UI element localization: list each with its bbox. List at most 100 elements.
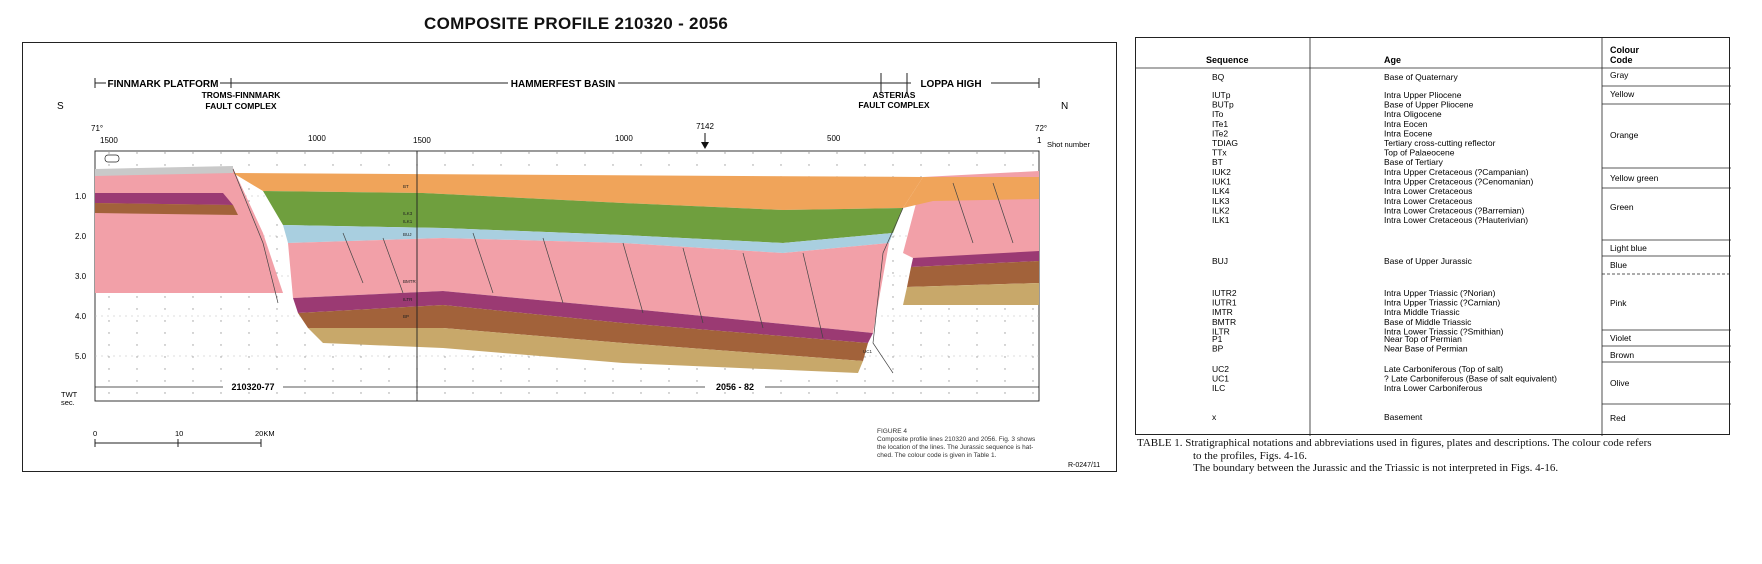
scale-bar: 0 10 20KM	[93, 429, 275, 447]
header-code: Code	[1610, 55, 1633, 65]
horizon-label: ILK3	[403, 211, 413, 216]
age-cell: Tertiary cross-cutting reflector	[1384, 138, 1496, 148]
age-cell: Top of Palaeocene	[1384, 148, 1455, 158]
sequence-cell: ILTR	[1212, 326, 1230, 336]
layer-brown	[298, 305, 868, 361]
age-cell: Intra Lower Cretaceous	[1384, 196, 1472, 206]
twt-tick: 2.0	[75, 232, 87, 241]
age-cell: Intra Upper Triassic (?Carnian)	[1384, 298, 1500, 308]
geology-section: BT ILK3 ILK1 BUJ BMTR ILTR BP UC1	[95, 166, 1039, 374]
figure-caption-line: FIGURE 4	[877, 428, 907, 435]
age-cell: Base of Tertiary	[1384, 157, 1444, 167]
region-finnmark-platform: FINNMARK PLATFORM	[108, 79, 219, 90]
stratigraphy-table: Sequence Age Colour Code Gray Yellow Ora…	[1135, 37, 1731, 436]
sequence-cell: IMTR	[1212, 307, 1233, 317]
twt-tick: 5.0	[75, 352, 87, 361]
profile-title: COMPOSITE PROFILE 210320 - 2056	[424, 14, 729, 33]
colour-label: Orange	[1610, 130, 1639, 140]
age-cell: ? Late Carboniferous (Base of salt equiv…	[1384, 374, 1557, 384]
sequence-cell: BQ	[1212, 72, 1225, 82]
age-cell: Intra Lower Triassic (?Smithian)	[1384, 326, 1504, 336]
sequence-cell: BMTR	[1212, 317, 1236, 327]
sequence-cell: ILK3	[1212, 196, 1230, 206]
colour-label: Olive	[1610, 378, 1630, 388]
sequence-cell: IUTR1	[1212, 298, 1237, 308]
age-cell: Intra Lower Cretaceous (?Barremian)	[1384, 205, 1524, 215]
header-sequence: Sequence	[1206, 55, 1249, 65]
shot-axis: 1500 1000 1500 1000 500 1 Shot number 71…	[100, 122, 1090, 149]
sequence-cell: UC1	[1212, 374, 1229, 384]
shot-tick: 1	[1037, 136, 1042, 145]
figure-caption-line: ched. The colour code is given in Table …	[877, 452, 997, 459]
twt-axis: 1.0 2.0 3.0 4.0 5.0 TWT sec.	[61, 192, 87, 407]
age-cell: Base of Middle Triassic	[1384, 317, 1472, 327]
sequence-cell: ITe2	[1212, 128, 1228, 138]
colour-label: Red	[1610, 413, 1626, 423]
horizon-label: ILK1	[403, 219, 413, 224]
layer-permian	[293, 291, 873, 343]
direction-south: S	[57, 101, 64, 112]
age-cell: Intra Lower Carboniferous	[1384, 383, 1482, 393]
table-rows: BQ Base of Quaternary IUTp Intra Upper Plio…	[1212, 72, 1557, 422]
sequence-cell: UC2	[1212, 364, 1229, 374]
shot-number-label: Shot number	[1047, 140, 1090, 149]
age-cell: Near Top of Permian	[1384, 334, 1462, 344]
sequence-cell: IUK2	[1212, 167, 1231, 177]
composite-profile-diagram: FINNMARK PLATFORM HAMMERFEST BASIN LOPPA…	[57, 73, 1100, 469]
figure-caption: FIGURE 4 Composite profile lines 210320 …	[877, 428, 1036, 459]
latitude-left: 71°	[91, 124, 103, 133]
layer-permian-platform	[95, 193, 233, 205]
horizon-label: UC1	[863, 349, 872, 354]
scale-tick: 0	[93, 429, 97, 438]
line-label-right: 2056 - 82	[716, 382, 754, 392]
table-caption-line: TABLE 1. Stratigraphical notations and a…	[1137, 437, 1652, 449]
age-cell: Intra Oligocene	[1384, 109, 1442, 119]
sequence-cell: ILC	[1212, 383, 1225, 393]
age-cell: Near Base of Permian	[1384, 344, 1468, 354]
logo-icon	[104, 154, 120, 163]
sequence-cell: BUJ	[1212, 256, 1228, 266]
header-colour: Colour	[1610, 45, 1639, 55]
figure-caption-line: the location of the lines. The Jurassic …	[877, 444, 1033, 451]
shot-tick: 500	[827, 134, 841, 143]
age-cell: Basement	[1384, 412, 1423, 422]
age-cell: Intra Upper Cretaceous (?Campanian)	[1384, 167, 1529, 177]
sequence-cell: IUTp	[1212, 90, 1231, 100]
sequence-cell: IUK1	[1212, 177, 1231, 187]
age-cell: Base of Upper Pliocene	[1384, 100, 1474, 110]
age-cell: Intra Lower Cretaceous (?Hauterivian)	[1384, 215, 1528, 225]
layer-carboniferous	[308, 328, 863, 373]
colour-label: Yellow	[1610, 89, 1635, 99]
sequence-cell: TDIAG	[1212, 138, 1238, 148]
shot-tick: 1500	[100, 136, 118, 145]
layer-triassic	[288, 238, 889, 333]
horizon-label: BP	[403, 314, 409, 319]
sequence-cell: BUTp	[1212, 100, 1234, 110]
colour-label: Violet	[1610, 333, 1632, 343]
table-caption-line: to the profiles, Figs. 4-16.	[1193, 449, 1307, 462]
shot-tick: 1000	[308, 134, 326, 143]
horizon-label: ILTR	[403, 297, 413, 302]
age-cell: Intra Middle Triassic	[1384, 307, 1460, 317]
region-loppa-high: LOPPA HIGH	[920, 79, 981, 90]
layer-jurassic	[283, 225, 893, 253]
scale-tick: 10	[175, 429, 183, 438]
colour-label: Yellow green	[1610, 173, 1659, 183]
horizon-label: BMTR	[403, 279, 416, 284]
marker-label: 7142	[696, 122, 714, 131]
colour-label: Pink	[1610, 298, 1627, 308]
sequence-cell: P1	[1212, 334, 1223, 344]
scale-tick: 20KM	[255, 429, 275, 438]
age-cell: Intra Eocen	[1384, 119, 1428, 129]
asterias-label-2: FAULT COMPLEX	[858, 100, 929, 110]
region-bar: FINNMARK PLATFORM HAMMERFEST BASIN LOPPA…	[94, 73, 1040, 111]
horizon-label: BT	[403, 184, 409, 189]
age-cell: Intra Eocene	[1384, 128, 1432, 138]
twt-unit-label: sec.	[61, 398, 75, 407]
shot-tick: 1000	[615, 134, 633, 143]
sequence-cell: x	[1212, 412, 1217, 422]
sequence-cell: IUTR2	[1212, 288, 1237, 298]
troms-finnmark-label-2: FAULT COMPLEX	[205, 101, 276, 111]
sequence-cell: BT	[1212, 157, 1223, 167]
reference-code: R-0247/11	[1068, 462, 1100, 469]
